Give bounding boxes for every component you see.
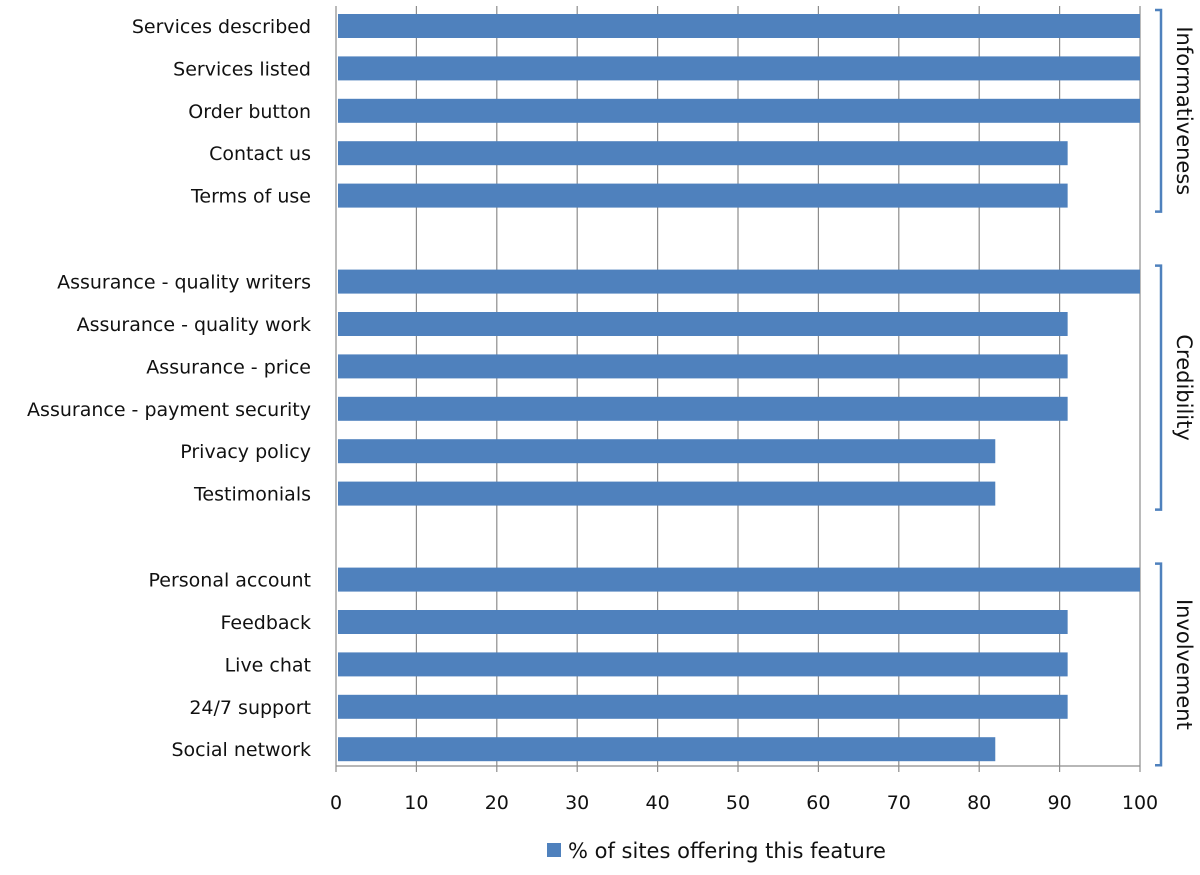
bar (338, 56, 1140, 81)
group-bracket (1155, 562, 1163, 767)
bar (338, 354, 1068, 379)
group-label: Credibility (1172, 334, 1196, 440)
bar (338, 183, 1068, 208)
x-tick-label: 100 (1122, 792, 1158, 814)
legend-label: % of sites offering this feature (568, 839, 886, 863)
x-tick-label: 20 (485, 792, 509, 814)
bar (338, 396, 1068, 421)
bar (338, 439, 996, 464)
x-tick-label: 90 (1048, 792, 1072, 814)
bar (338, 269, 1140, 294)
x-tick-label: 50 (726, 792, 750, 814)
category-label: Personal account (148, 570, 311, 592)
group-bracket (1155, 264, 1163, 511)
category-label: Feedback (221, 612, 311, 634)
bar (338, 567, 1140, 592)
category-label: Testimonials (193, 484, 311, 506)
group-bracket (1155, 8, 1163, 213)
category-label: Privacy policy (180, 441, 311, 463)
bar (338, 737, 996, 762)
bar (338, 610, 1068, 634)
bar (338, 312, 1068, 336)
x-tick-label: 70 (887, 792, 911, 814)
category-label: Live chat (225, 654, 311, 676)
category-label: Services described (132, 16, 311, 38)
category-label: Assurance - quality work (77, 314, 311, 336)
bar (338, 694, 1068, 719)
category-label: Order button (188, 101, 311, 123)
bar (338, 14, 1140, 38)
category-label: Assurance - price (146, 356, 311, 378)
category-label: Services listed (173, 58, 311, 80)
category-label: Contact us (209, 143, 311, 165)
x-tick-label: 0 (330, 792, 342, 814)
x-tick-label: 30 (565, 792, 589, 814)
x-tick-label: 10 (404, 792, 428, 814)
group-label: Involvement (1172, 599, 1196, 730)
x-tick-label: 60 (806, 792, 830, 814)
category-label: 24/7 support (189, 697, 311, 719)
x-tick-label: 80 (967, 792, 991, 814)
bar (338, 652, 1068, 677)
category-label: Terms of use (190, 186, 311, 208)
category-label: Assurance - quality writers (57, 272, 311, 294)
bar (338, 98, 1140, 123)
bar (338, 481, 996, 506)
x-tick-label: 40 (646, 792, 670, 814)
category-label: Assurance - payment security (27, 399, 311, 421)
category-label: Social network (171, 739, 311, 761)
bar (338, 141, 1068, 166)
group-label: Informativeness (1172, 26, 1196, 195)
legend-swatch (547, 843, 561, 857)
